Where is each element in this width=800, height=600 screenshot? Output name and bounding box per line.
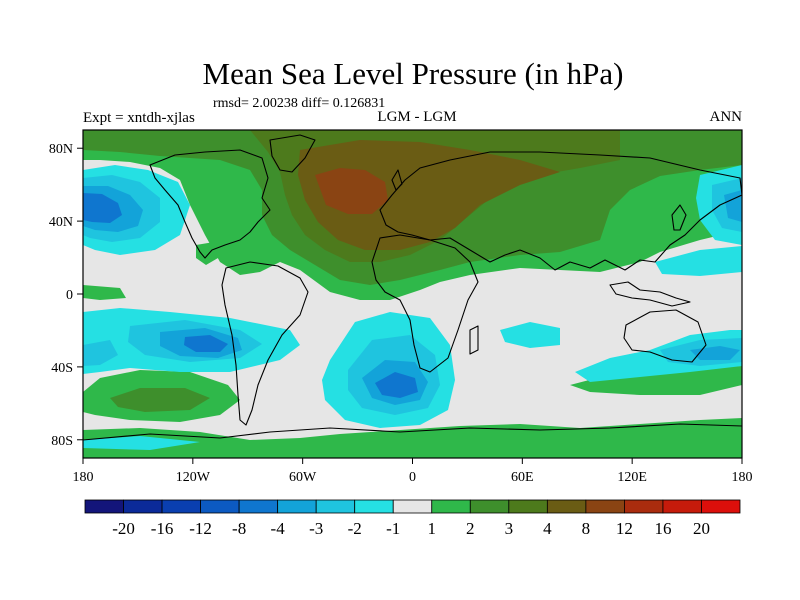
colorbar-label: 12 (616, 519, 633, 538)
field-low-antarctic-coast (83, 436, 200, 450)
plot-title: Mean Sea Level Pressure (in hPa) (202, 56, 624, 91)
coast-australia (623, 309, 707, 363)
colorbar-swatch (662, 499, 702, 514)
coast-greenland (269, 134, 316, 173)
coastlines (83, 134, 742, 441)
coast-south-america (221, 261, 309, 426)
colorbar-label: -4 (271, 519, 286, 538)
x-tick-label: 0 (409, 470, 416, 485)
colorbar-label: 20 (693, 519, 710, 538)
x-tick-label: 120W (176, 470, 211, 485)
colorbar-label: -2 (348, 519, 362, 538)
map-field (83, 130, 742, 458)
colorbar: -20 -16 -12 -8 -4 -3 -2 -1 1 2 3 4 8 12 16 20 (84, 499, 741, 538)
colorbar-label: -1 (386, 519, 400, 538)
coast-madagascar (469, 325, 479, 355)
colorbar-swatch (546, 499, 587, 514)
colorbar-swatch (392, 499, 433, 514)
field-low-south-pacific-4 (184, 335, 228, 352)
coast-uk (391, 169, 403, 191)
colorbar-label: 4 (543, 519, 552, 538)
colorbar-swatch (624, 499, 664, 514)
center-label: LGM - LGM (377, 109, 457, 125)
x-tick-label: 120E (617, 470, 647, 485)
y-tick-label: 0 (66, 288, 73, 303)
coast-japan (671, 204, 687, 231)
field-patch-southern-indian (570, 366, 742, 395)
y-tick-label: 80S (51, 434, 73, 449)
colorbar-swatch (200, 499, 240, 514)
period-label: ANN (709, 109, 743, 125)
y-axis: 80N 40N 0 40S 80S (49, 142, 83, 449)
colorbar-swatch (585, 499, 625, 514)
colorbar-label: 16 (654, 519, 671, 538)
colorbar-label: 1 (428, 519, 437, 538)
field-patch-southern-ocean-sw-core (110, 388, 210, 412)
colorbar-swatch (123, 499, 163, 514)
field-band-antarctic (83, 418, 742, 458)
colorbar-label: 2 (466, 519, 475, 538)
y-tick-label: 40S (51, 361, 73, 376)
field-band-north-4-8 (298, 140, 560, 250)
stats-line: rmsd= 2.00238 diff= 0.126831 (213, 96, 386, 111)
coast-africa (371, 234, 479, 373)
colorbar-swatch (431, 499, 471, 514)
y-tick-label: 80N (49, 142, 73, 157)
coast-maritime-continent (609, 281, 691, 307)
coast-europe-asia (379, 151, 742, 271)
x-tick-label: 180 (73, 470, 94, 485)
colorbar-swatch (161, 499, 201, 514)
field-low-north-pacific-4 (83, 193, 122, 223)
colorbar-label: -16 (151, 519, 174, 538)
colorbar-label: -3 (309, 519, 323, 538)
y-tick-label: 40N (49, 215, 73, 230)
colorbar-swatch (84, 499, 124, 514)
field-low-south-atlantic-4 (375, 372, 418, 398)
x-axis: 180 120W 60W 0 60E 120E 180 (73, 458, 753, 485)
colorbar-swatch (701, 499, 741, 514)
field-low-indian-east (500, 322, 560, 348)
coast-antarctica (83, 423, 742, 441)
field-low-west-pacific (655, 246, 742, 276)
field-patch-equator-west (83, 285, 126, 300)
x-tick-label: 60E (511, 470, 534, 485)
colorbar-swatch (238, 499, 279, 514)
colorbar-swatch (508, 499, 548, 514)
coast-north-america (149, 149, 271, 259)
colorbar-label: -20 (112, 519, 135, 538)
colorbar-swatch (354, 499, 394, 514)
experiment-label: Expt = xntdh-xjlas (83, 110, 195, 126)
field-low-ne-pacific-east-3 (724, 190, 742, 222)
colorbar-swatch (277, 499, 317, 514)
x-tick-label: 180 (732, 470, 753, 485)
colorbar-swatch (315, 499, 356, 514)
colorbar-label: 8 (582, 519, 591, 538)
colorbar-label: -12 (189, 519, 212, 538)
colorbar-label: -8 (232, 519, 246, 538)
field-band-north-8-12 (315, 168, 388, 214)
colorbar-swatch (469, 499, 510, 514)
colorbar-label: 3 (505, 519, 514, 538)
field-patch-central-america (196, 242, 218, 265)
field-low-sw-pacific-edge (83, 340, 118, 366)
x-tick-label: 60W (289, 470, 317, 485)
